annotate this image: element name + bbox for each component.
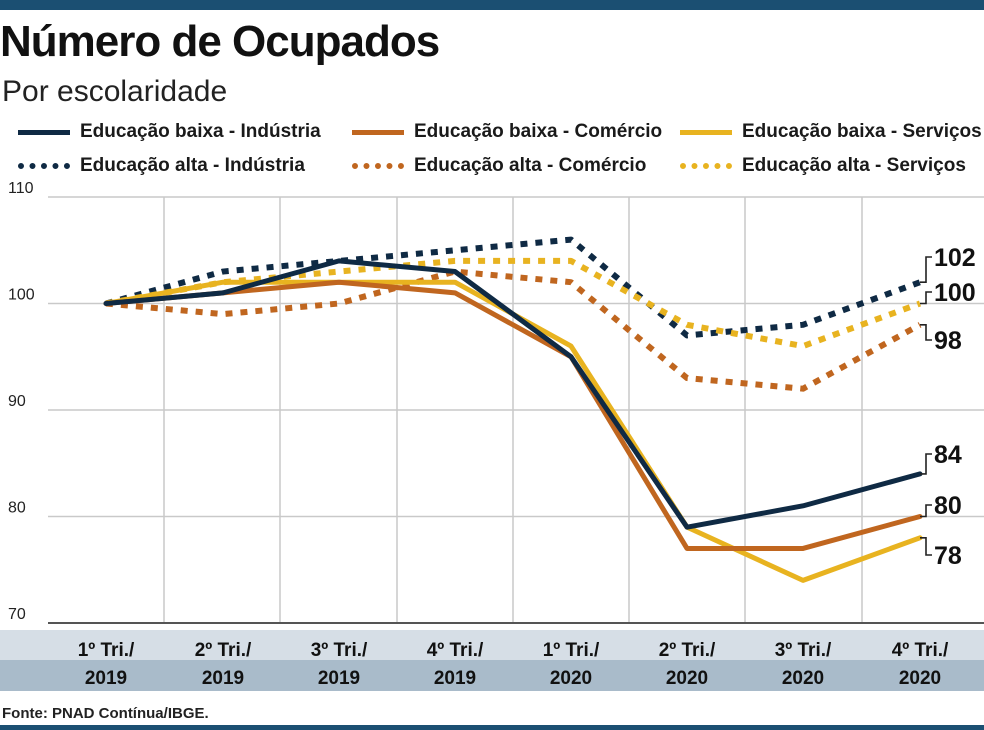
end-label-leader <box>920 504 932 518</box>
y-tick-label: 100 <box>8 287 35 304</box>
legend-item: Educação baixa - Comércio <box>352 117 662 147</box>
bottom-accent-bar <box>0 725 984 730</box>
legend-swatch <box>352 129 404 135</box>
legend-swatch <box>352 163 404 169</box>
top-accent-bar <box>0 0 984 10</box>
series-line <box>105 236 922 339</box>
x-tick-label: 1º Tri./ <box>543 640 600 661</box>
x-axis-band-top <box>0 630 984 660</box>
x-tick-label-year: 2019 <box>85 668 127 689</box>
series-line <box>105 268 922 392</box>
x-tick-label-year: 2020 <box>899 668 941 689</box>
x-tick-label-year: 2019 <box>202 668 244 689</box>
series-line <box>103 258 923 530</box>
y-tick-label: 90 <box>8 393 26 410</box>
y-tick-label: 70 <box>8 606 26 623</box>
x-tick-label: 2º Tri./ <box>195 640 252 661</box>
legend-swatch <box>18 129 70 135</box>
end-value-label: 80 <box>934 492 962 520</box>
legend-label: Educação baixa - Indústria <box>80 121 321 142</box>
end-value-label: 84 <box>934 441 962 469</box>
x-tick-label-year: 2020 <box>550 668 592 689</box>
end-label-leader <box>920 256 932 284</box>
series-line <box>103 279 923 551</box>
x-tick-label-year: 2020 <box>782 668 824 689</box>
legend-label: Educação alta - Comércio <box>414 155 647 176</box>
legend-item: Educação baixa - Indústria <box>18 117 321 147</box>
end-value-label: 98 <box>934 327 962 355</box>
chart-title: Número de Ocupados <box>0 17 440 66</box>
legend-label: Educação baixa - Serviços <box>742 121 982 142</box>
x-tick-label: 3º Tri./ <box>775 640 832 661</box>
x-tick-label: 4º Tri./ <box>892 640 949 661</box>
source-note: Fonte: PNAD Contínua/IBGE. <box>2 705 209 722</box>
x-tick-label-year: 2020 <box>666 668 708 689</box>
legend-swatch <box>680 163 732 169</box>
x-tick-label: 1º Tri./ <box>78 640 135 661</box>
end-label-leader <box>920 536 932 556</box>
legend-swatch <box>680 129 732 135</box>
x-tick-label: 4º Tri./ <box>427 640 484 661</box>
chart-subtitle: Por escolaridade <box>2 75 228 108</box>
x-tick-label-year: 2019 <box>318 668 360 689</box>
legend-swatch <box>18 163 70 169</box>
x-tick-label-year: 2019 <box>434 668 476 689</box>
y-tick-label: 110 <box>8 180 34 197</box>
legend-item: Educação alta - Comércio <box>352 151 646 181</box>
legend-label: Educação alta - Serviços <box>742 155 966 176</box>
end-label-leader <box>920 323 932 341</box>
legend-label: Educação baixa - Comércio <box>414 121 663 142</box>
legend-item: Educação alta - Serviços <box>680 151 966 181</box>
end-value-label: 102 <box>934 244 976 272</box>
end-label-leader <box>920 291 932 305</box>
x-axis-band-bottom <box>0 660 984 691</box>
y-tick-label: 80 <box>8 500 26 517</box>
legend-label: Educação alta - Indústria <box>80 155 305 176</box>
x-tick-label: 2º Tri./ <box>659 640 716 661</box>
legend-item: Educação alta - Indústria <box>18 151 305 181</box>
end-value-label: 100 <box>934 279 976 307</box>
x-tick-label: 3º Tri./ <box>311 640 368 661</box>
legend-item: Educação baixa - Serviços <box>680 117 982 147</box>
end-value-label: 78 <box>934 542 962 570</box>
end-label-leader <box>920 453 932 475</box>
